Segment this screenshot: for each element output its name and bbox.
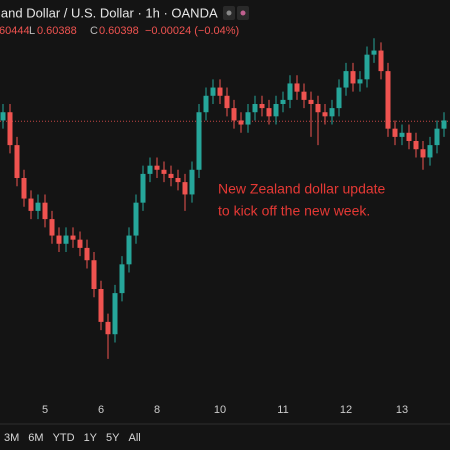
candle-body (231, 108, 237, 121)
range-button[interactable]: 5Y (106, 432, 120, 444)
candle-body (245, 112, 251, 125)
candle-body (413, 141, 419, 150)
candle-body (147, 165, 153, 174)
candle-body (280, 99, 286, 104)
icon (226, 10, 232, 16)
candle-body (70, 235, 76, 240)
candle-body (119, 264, 125, 294)
candle-body (329, 108, 335, 117)
candle-body (322, 112, 328, 117)
plot-area (0, 38, 450, 359)
candle-body (175, 178, 181, 183)
icon (240, 10, 246, 16)
candle-body (28, 198, 34, 211)
candle-body (399, 132, 405, 137)
x-tick-label: 8 (154, 404, 160, 416)
candle-body (63, 235, 69, 244)
range-button[interactable]: YTD (53, 432, 75, 444)
candle-body (210, 87, 216, 96)
candle-body (273, 104, 279, 117)
range-button[interactable]: 3M (4, 432, 19, 444)
candle-body (161, 169, 167, 174)
candle-body (56, 235, 62, 244)
annotation: to kick off the new week. (218, 203, 370, 219)
candle-body (259, 104, 265, 109)
candle-body (49, 219, 55, 236)
candle-body (406, 132, 412, 141)
close-value: 0.60398 (99, 25, 139, 37)
candle-body (238, 120, 244, 125)
candle-body (427, 145, 433, 158)
candle-body (441, 120, 447, 129)
chart-title: land Dollar / U.S. Dollar · 1h · OANDA (0, 5, 218, 20)
candle-body (133, 202, 139, 236)
candle-body (77, 239, 83, 248)
candle-body (357, 79, 363, 84)
range-bar: 3M 6M YTD 1Y 5Y All (4, 432, 141, 444)
candle-body (21, 178, 27, 199)
x-tick-label: 5 (42, 404, 48, 416)
candle-body (364, 54, 370, 80)
candle-body (168, 173, 174, 178)
candle-body (0, 112, 6, 121)
candle-body (224, 95, 230, 109)
candle-body (203, 95, 209, 113)
candle-body (7, 112, 13, 146)
range-button[interactable]: 6M (28, 432, 43, 444)
annotation: New Zealand dollar update (218, 181, 386, 197)
candle-body (140, 173, 146, 203)
change-value: −0.00024 (−0.04%) (145, 25, 239, 37)
range-button[interactable]: All (129, 432, 141, 444)
candle-body (196, 112, 202, 170)
candle-body (378, 50, 384, 72)
candle-body (105, 321, 111, 335)
candle-body (98, 289, 104, 322)
candle-body (392, 128, 398, 137)
candle-body (189, 169, 195, 195)
candle-body (336, 87, 342, 109)
candle-body (350, 71, 356, 84)
candle-body (371, 50, 377, 55)
low-value: 0.60388 (37, 25, 77, 37)
candle-body (343, 71, 349, 88)
x-tick-label: 11 (277, 404, 288, 416)
candle-body (126, 235, 132, 265)
candle-body (42, 202, 48, 220)
candle-body (35, 202, 41, 211)
candle-body (91, 260, 97, 289)
candle-body (385, 71, 391, 129)
close-label: C (90, 25, 98, 37)
low-label: L (29, 25, 35, 37)
open-value: 60444 (0, 25, 30, 37)
candle-body (434, 128, 440, 146)
candle-body (217, 87, 223, 96)
range-button[interactable]: 1Y (84, 432, 98, 444)
candle-body (294, 83, 300, 92)
candle-body (266, 108, 272, 117)
x-tick-label: 13 (396, 404, 408, 416)
candle-body (154, 165, 160, 170)
candle-body (301, 91, 307, 100)
candle-body (182, 182, 188, 195)
candle-body (84, 247, 90, 261)
x-tick-label: 10 (214, 404, 226, 416)
candle-body (14, 145, 20, 178)
candle-body (112, 293, 118, 335)
candle-body (315, 104, 321, 113)
x-tick-label: 6 (98, 404, 104, 416)
candle-body (252, 104, 258, 113)
candle-body (308, 99, 314, 104)
candle-body (287, 83, 293, 100)
x-tick-label: 12 (340, 404, 352, 416)
candle-body (420, 149, 426, 158)
